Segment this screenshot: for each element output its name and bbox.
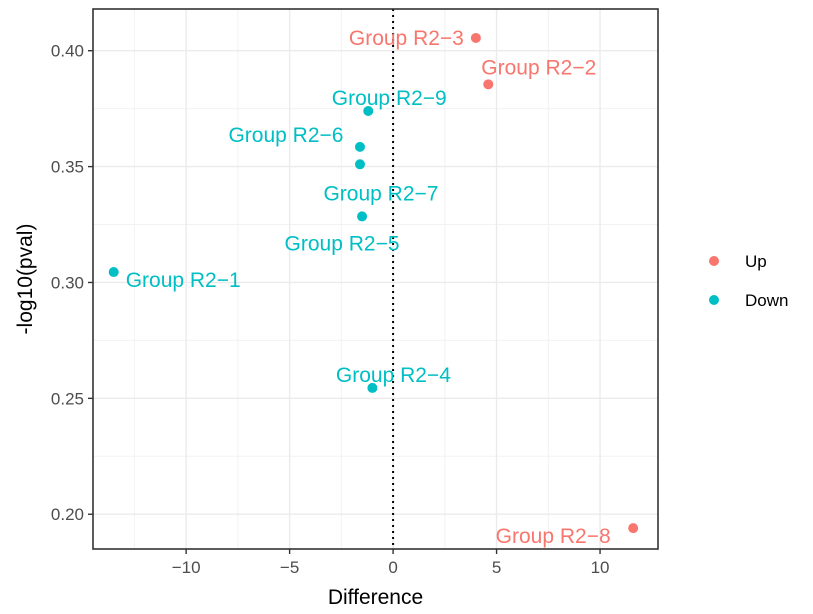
point-label: Group R2−2 bbox=[481, 56, 596, 79]
point-label: Group R2−5 bbox=[285, 232, 400, 255]
data-point[interactable] bbox=[363, 105, 374, 116]
point-label: Group R2−3 bbox=[349, 27, 464, 50]
x-tick-label: −5 bbox=[280, 558, 299, 577]
y-tick-label: 0.35 bbox=[51, 158, 84, 177]
point-label: Group R2−7 bbox=[323, 182, 438, 205]
y-tick-label: 0.25 bbox=[51, 389, 84, 408]
x-tick-label: 10 bbox=[591, 558, 610, 577]
y-axis-title: -log10(pval) bbox=[14, 224, 37, 335]
data-point[interactable] bbox=[357, 211, 368, 222]
data-point[interactable] bbox=[354, 141, 365, 152]
point-label: Group R2−4 bbox=[336, 364, 451, 387]
point-label: Group R2−9 bbox=[332, 87, 447, 110]
x-tick-label: 0 bbox=[388, 558, 397, 577]
x-tick-label: −10 bbox=[172, 558, 201, 577]
data-point[interactable] bbox=[108, 267, 119, 278]
point-label: Group R2−6 bbox=[228, 124, 343, 147]
legend-key-up[interactable] bbox=[709, 256, 719, 266]
point-label: Group R2−8 bbox=[496, 525, 611, 548]
data-point[interactable] bbox=[628, 523, 639, 534]
legend-label-down: Down bbox=[745, 291, 788, 310]
x-axis-title: Difference bbox=[328, 586, 423, 609]
plot-border bbox=[92, 8, 659, 550]
data-point[interactable] bbox=[354, 159, 365, 170]
x-tick-label: 5 bbox=[492, 558, 501, 577]
y-tick-label: 0.20 bbox=[51, 505, 84, 524]
point-label: Group R2−1 bbox=[126, 269, 241, 292]
plot-panel bbox=[93, 9, 658, 549]
data-point[interactable] bbox=[470, 32, 481, 43]
y-tick-label: 0.30 bbox=[51, 273, 84, 292]
y-tick-label: 0.40 bbox=[51, 42, 84, 61]
legend-key-down[interactable] bbox=[709, 295, 719, 305]
data-point[interactable] bbox=[367, 382, 378, 393]
data-point[interactable] bbox=[483, 79, 494, 90]
legend-label-up: Up bbox=[745, 252, 767, 271]
